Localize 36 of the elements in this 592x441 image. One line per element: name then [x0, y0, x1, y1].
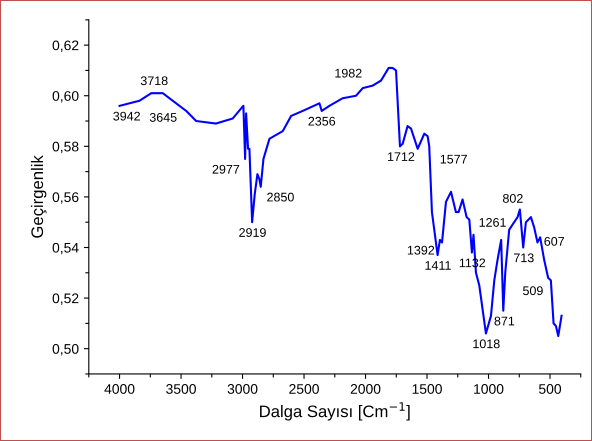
annotation: 1261 [480, 218, 506, 227]
y-tick-label: 0,52 [52, 293, 78, 305]
x-tick-label: 4000 [104, 384, 134, 394]
y-tick-label: 0,56 [52, 192, 78, 204]
annotation: 1018 [473, 339, 500, 348]
annotation: 871 [494, 316, 514, 326]
x-tick-label: 2000 [350, 384, 380, 394]
annotation: 1392 [408, 246, 434, 255]
x-tick-label: 3000 [228, 384, 258, 394]
annotation: 2977 [212, 164, 240, 174]
annotation: 2850 [267, 192, 294, 202]
x-tick-label: 3500 [166, 384, 196, 394]
y-tick-label: 0,54 [52, 242, 79, 254]
x-axis-title: Dalga Sayısı [Cm$^{−1}$] [260, 402, 410, 421]
annotation: 2356 [308, 116, 336, 126]
annotation: 3645 [150, 112, 177, 122]
annotation: 2919 [239, 228, 266, 237]
x-tick-label: 500 [538, 384, 562, 394]
annotation: 1982 [335, 68, 362, 78]
x-tick-label: 1500 [412, 384, 442, 394]
annotation: 3718 [140, 76, 168, 86]
y-tick-label: 0,50 [52, 344, 79, 356]
y-axis-title: Geçirgenlik [30, 155, 46, 238]
y-tick-label: 0,60 [52, 91, 79, 103]
x-tick-label: 2500 [289, 384, 319, 394]
y-tick-label: 0,62 [52, 40, 78, 52]
annotation: 1577 [440, 154, 467, 164]
annotation: 1411 [425, 261, 451, 270]
annotation: 607 [544, 236, 564, 246]
annotation: 802 [502, 194, 523, 203]
annotation: 713 [514, 253, 534, 262]
x-tick-label: 1000 [474, 384, 504, 394]
annotation: 509 [522, 286, 543, 296]
annotation: 1712 [388, 152, 414, 161]
annotation: 3942 [113, 112, 140, 121]
y-tick-label: 0,58 [52, 142, 78, 154]
